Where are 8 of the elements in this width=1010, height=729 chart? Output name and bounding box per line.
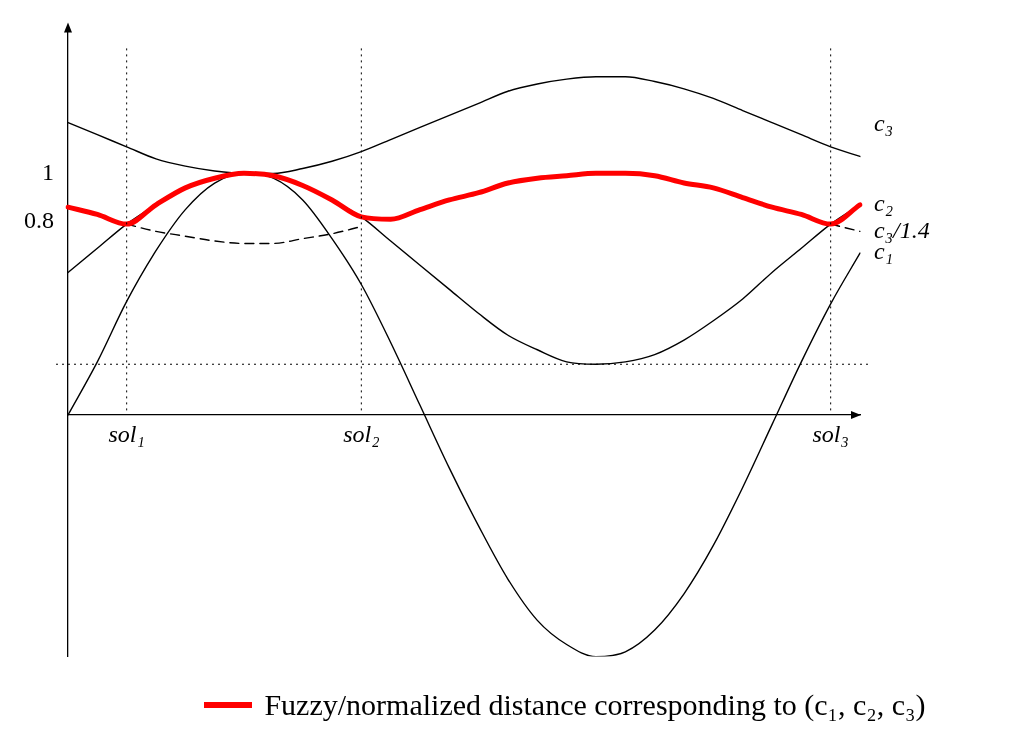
x-tick-label: sol₁ [108, 420, 145, 447]
x-tick-label: sol₂ [343, 420, 380, 447]
series-label: c₃ [874, 109, 893, 136]
series-label: c₂ [874, 190, 893, 217]
y-tick-label: 0.8 [24, 206, 54, 233]
x-tick-label: sol₃ [812, 420, 849, 447]
y-tick-label: 1 [42, 158, 54, 185]
legend-label: Fuzzy/normalized distance corresponding to (c₁, c₂, c₃) [264, 688, 926, 722]
